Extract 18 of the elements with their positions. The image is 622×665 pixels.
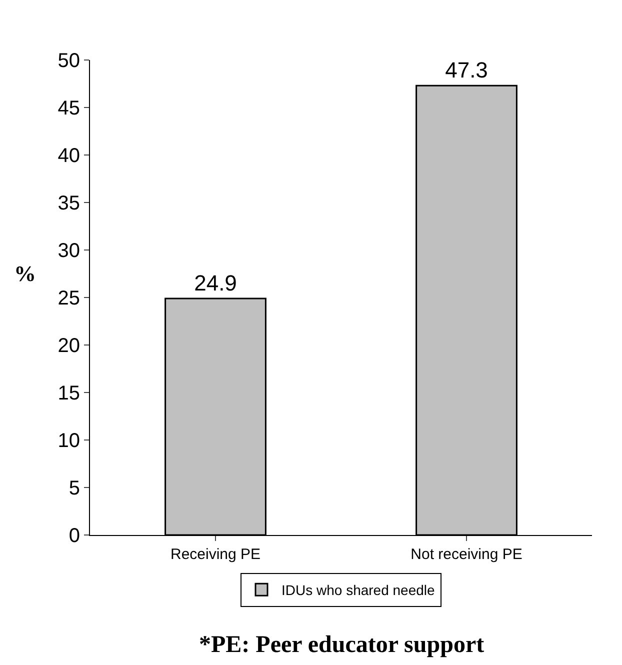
y-tick-label: 30: [58, 240, 80, 262]
data-label: 24.9: [194, 270, 237, 296]
legend-label: IDUs who shared needle: [282, 582, 436, 598]
data-label: 47.3: [445, 58, 488, 83]
y-tick-label: 20: [58, 335, 80, 357]
y-tick-label: 25: [58, 288, 80, 310]
y-tick-label: 5: [68, 478, 80, 500]
y-tick-label: 0: [68, 525, 80, 547]
y-tick-label: 45: [58, 98, 80, 120]
x-tick-label: Receiving PE: [170, 546, 261, 563]
y-axis-title: %: [14, 261, 36, 286]
y-tick-label: 40: [58, 145, 80, 167]
x-tick-label: Not receiving PE: [410, 546, 522, 563]
y-tick-label: 10: [58, 430, 80, 452]
text: *PE: Peer educator support: [199, 632, 484, 658]
y-tick-label: 35: [58, 192, 80, 214]
y-tick-label: 50: [58, 50, 80, 72]
y-tick-label: 15: [58, 382, 80, 404]
